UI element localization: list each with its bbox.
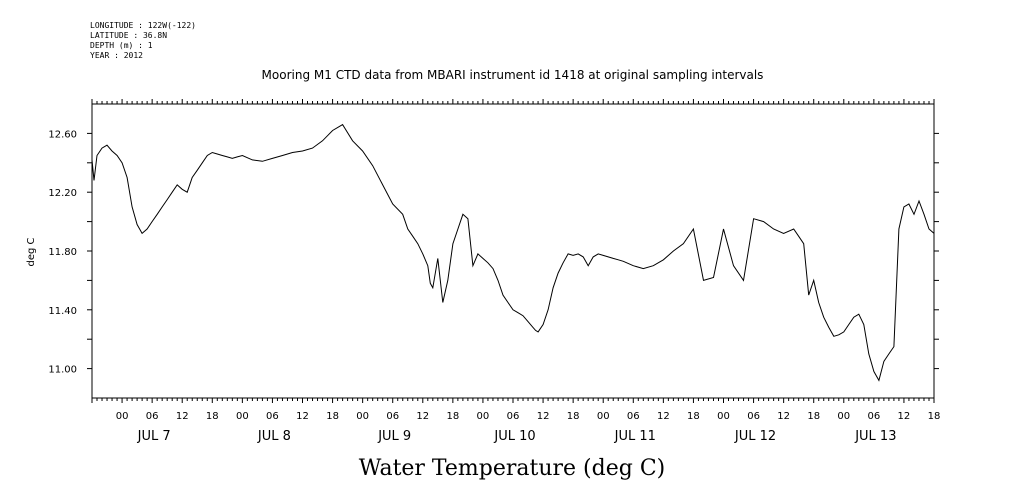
x-tick-label: 18 xyxy=(928,411,941,422)
x-tick-label: 06 xyxy=(867,411,880,422)
x-tick-label: 06 xyxy=(266,411,279,422)
y-tick-labels: 11.00 11.40 11.80 12.20 12.60 xyxy=(48,129,77,375)
y-tick-label: 11.40 xyxy=(48,306,77,317)
x-tick-label: 06 xyxy=(386,411,399,422)
x-tick-label: 12 xyxy=(537,411,550,422)
y-tick-label: 11.00 xyxy=(48,365,77,376)
x-tick-label: 12 xyxy=(657,411,670,422)
tick-marks xyxy=(87,99,939,403)
y-tick-label: 12.60 xyxy=(48,129,77,140)
depth-label: DEPTH (m) : 1 xyxy=(90,41,153,50)
x-tick-label: 06 xyxy=(146,411,159,422)
latitude-label: LATITUDE : 36.8N xyxy=(90,31,168,40)
day-label: JUL 11 xyxy=(614,429,656,444)
x-tick-label: 00 xyxy=(356,411,369,422)
x-tick-label: 18 xyxy=(446,411,459,422)
day-label: JUL 9 xyxy=(377,429,411,444)
y-axis-label: deg C xyxy=(26,237,37,266)
day-label: JUL 7 xyxy=(137,429,171,444)
x-tick-label: 12 xyxy=(296,411,309,422)
x-tick-label: 06 xyxy=(507,411,520,422)
y-tick-label: 12.20 xyxy=(48,188,77,199)
year-label: YEAR : 2012 xyxy=(90,51,143,60)
x-tick-label: 00 xyxy=(116,411,129,422)
day-label: JUL 8 xyxy=(257,429,291,444)
x-tick-label: 18 xyxy=(326,411,339,422)
x-tick-label: 00 xyxy=(717,411,730,422)
station-metadata: LONGITUDE : 122W(-122) LATITUDE : 36.8N … xyxy=(90,21,196,61)
day-label: JUL 10 xyxy=(493,429,535,444)
x-tick-label: 18 xyxy=(687,411,700,422)
x-tick-label: 00 xyxy=(837,411,850,422)
x-tick-label: 12 xyxy=(176,411,189,422)
x-tick-label: 12 xyxy=(416,411,429,422)
x-axis-label: Water Temperature (deg C) xyxy=(359,456,666,481)
day-label: JUL 13 xyxy=(854,429,896,444)
x-tick-label: 00 xyxy=(236,411,249,422)
x-tick-labels: 00 06 12 18 00 06 12 18 00 06 12 18 00 06 12 18 00 06 12 18… xyxy=(116,411,941,422)
longitude-label: LONGITUDE : 122W(-122) xyxy=(90,21,196,30)
x-tick-label: 12 xyxy=(898,411,911,422)
y-tick-label: 11.80 xyxy=(48,247,77,258)
x-tick-label: 18 xyxy=(807,411,820,422)
x-tick-label: 06 xyxy=(627,411,640,422)
x-tick-label: 18 xyxy=(206,411,219,422)
day-label: JUL 12 xyxy=(734,429,776,444)
x-tick-label: 12 xyxy=(777,411,790,422)
x-tick-label: 00 xyxy=(477,411,490,422)
chart-title: Mooring M1 CTD data from MBARI instrumen… xyxy=(261,68,764,82)
x-tick-label: 06 xyxy=(747,411,760,422)
x-tick-label: 18 xyxy=(567,411,580,422)
x-tick-label: 00 xyxy=(597,411,610,422)
water-temperature-line xyxy=(91,123,935,382)
plot-frame xyxy=(91,103,935,399)
day-labels: JUL 7 JUL 8 JUL 9 JUL 10 JUL 11 JUL 12 JUL 13 xyxy=(137,429,897,444)
